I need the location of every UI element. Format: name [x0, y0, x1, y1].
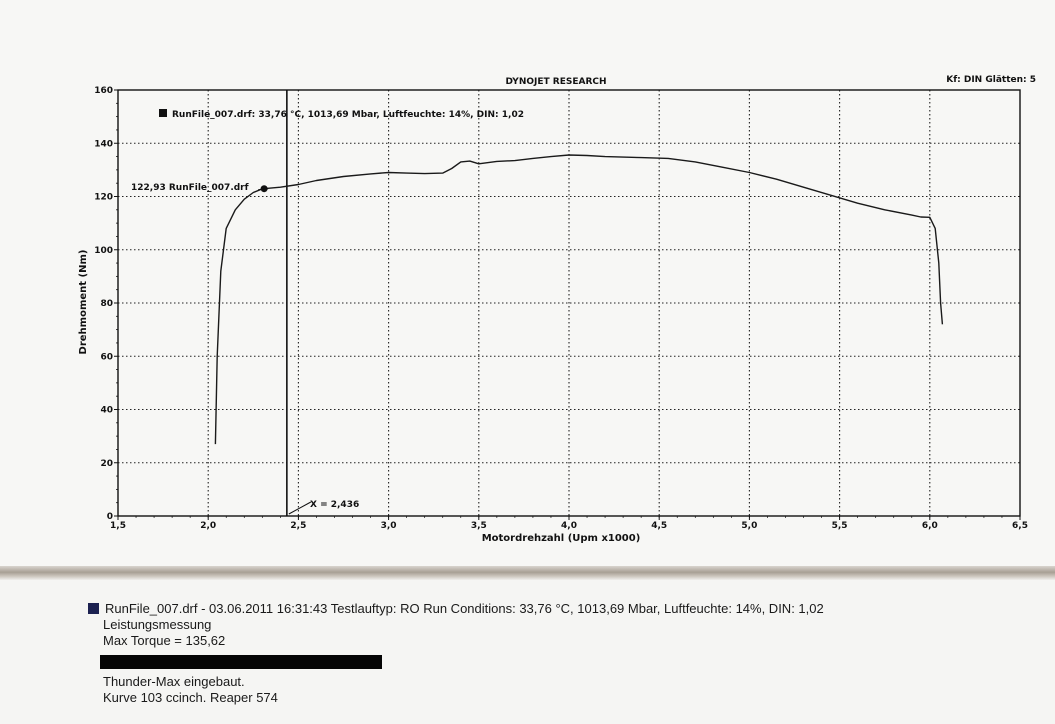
- y-tick-label: 40: [100, 406, 113, 416]
- x-tick-label: 2,0: [200, 521, 216, 531]
- axis-tick-labels: 1,5 2,0 2,5 3,0 3,5 4,0 4,5 5,0 5,5 6,0 6,5 0 20 40 60…: [94, 86, 1028, 531]
- run-report: RunFile_007.drf - 03.06.2011 16:31:43 Te…: [88, 601, 1038, 706]
- cursor-label-leader: [288, 501, 312, 515]
- grid-lines: [118, 90, 1020, 516]
- x-axis-title: Motordrehzahl (Upm x1000): [482, 533, 641, 544]
- x-tick-label: 5,0: [741, 521, 757, 531]
- dyno-chart: 1,5 2,0 2,5 3,0 3,5 4,0 4,5 5,0 5,5 6,0 6,5 0 20 40 60…: [78, 75, 1036, 544]
- x-tick-label: 4,5: [651, 521, 667, 531]
- y-tick-label: 0: [107, 512, 113, 522]
- x-tick-label: 4,0: [561, 521, 577, 531]
- max-torque: Max Torque = 135,62: [103, 633, 226, 648]
- x-tick-label: 3,5: [471, 521, 487, 531]
- x-tick-label: 1,5: [110, 521, 126, 531]
- legend-swatch: [159, 109, 167, 117]
- note-line-1: Thunder-Max eingebaut.: [103, 674, 245, 689]
- y-tick-label: 140: [94, 139, 113, 149]
- paper-fold: [0, 566, 1055, 580]
- printout-lower-sheet: [0, 580, 1055, 724]
- x-tick-label: 5,5: [832, 521, 848, 531]
- measurement-type: Leistungsmessung: [103, 617, 212, 632]
- redacted-text-bar: [100, 655, 382, 669]
- chart-title: DYNOJET RESEARCH: [505, 77, 606, 87]
- cursor-x-label: X = 2,436: [310, 500, 359, 510]
- axis-ticks: [114, 89, 1021, 520]
- readout-leader: [258, 188, 269, 191]
- y-tick-label: 160: [94, 86, 113, 96]
- readout-label: 122,93 RunFile_007.drf: [131, 183, 249, 193]
- x-tick-label: 2,5: [290, 521, 306, 531]
- legend-entry: RunFile_007.drf: 33,76 °C, 1013,69 Mbar,…: [172, 110, 524, 120]
- x-tick-label: 6,0: [922, 521, 938, 531]
- y-tick-label: 20: [100, 459, 113, 469]
- x-tick-label: 6,5: [1012, 521, 1028, 531]
- run-color-swatch: [88, 603, 99, 614]
- y-tick-label: 120: [94, 193, 113, 203]
- x-tick-label: 3,0: [381, 521, 397, 531]
- y-tick-label: 60: [100, 352, 113, 362]
- printout-upper-sheet: [0, 0, 1055, 568]
- y-tick-label: 80: [100, 299, 113, 309]
- chart-settings-label: Kf: DIN Glätten: 5: [946, 75, 1036, 85]
- run-info-text: RunFile_007.drf - 03.06.2011 16:31:43 Te…: [105, 601, 824, 616]
- y-tick-label: 100: [94, 246, 113, 256]
- run-info-row: RunFile_007.drf - 03.06.2011 16:31:43 Te…: [88, 601, 1038, 617]
- note-line-2: Kurve 103 ccinch. Reaper 574: [103, 690, 278, 705]
- series-runfile-007-line: [214, 154, 944, 445]
- y-axis-title: Drehmoment (Nm): [78, 250, 89, 355]
